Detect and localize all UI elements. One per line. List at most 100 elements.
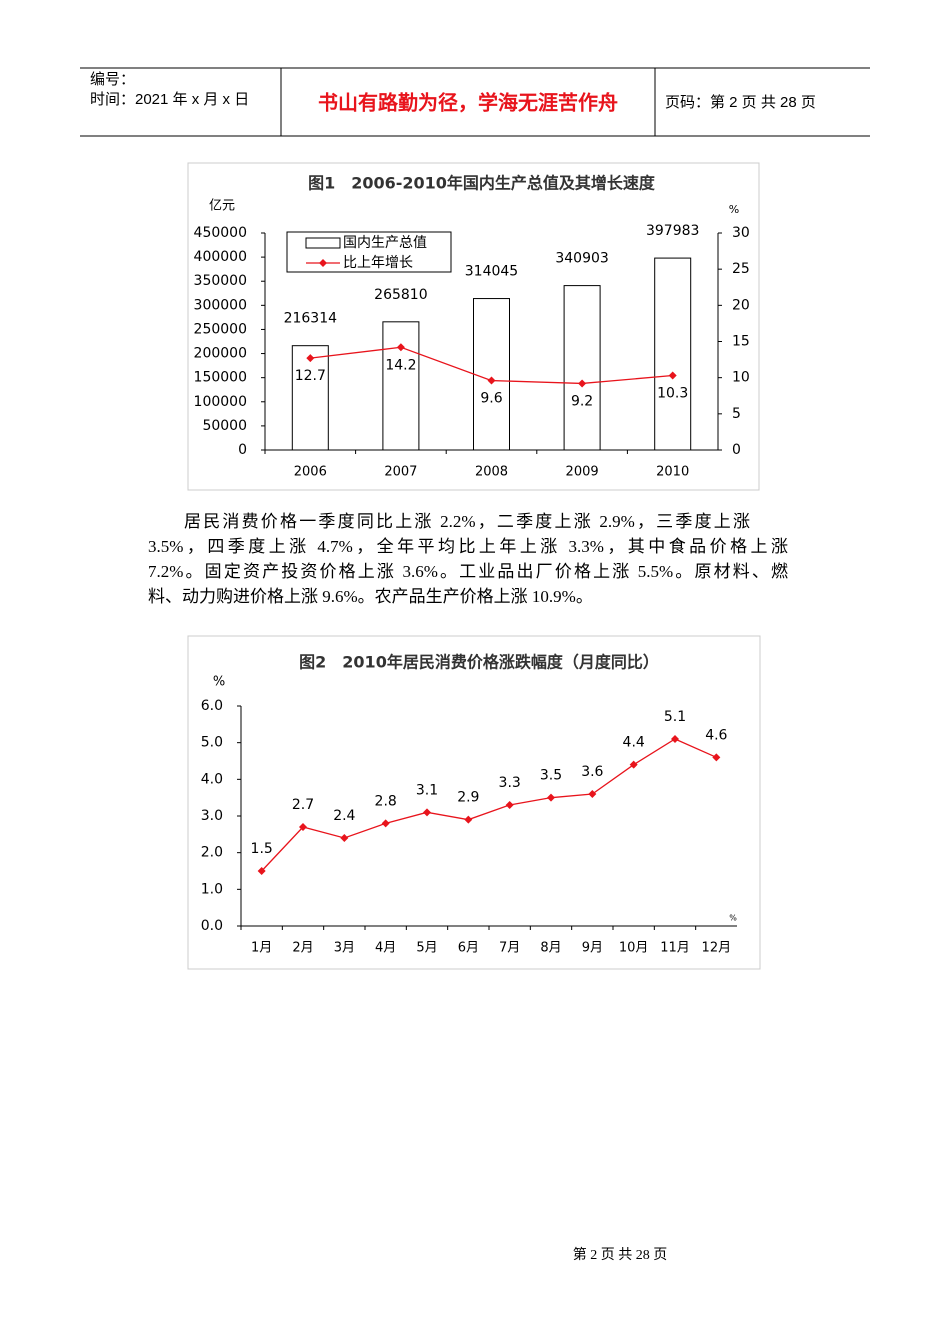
y-tick-label: 350000 <box>194 273 247 289</box>
point <box>547 793 555 802</box>
x-tick-label: 11月 <box>660 941 690 956</box>
x-tick-label: 12月 <box>702 941 732 956</box>
value-label: 2.7 <box>292 797 314 813</box>
point <box>671 735 679 743</box>
value-label: 3.6 <box>581 764 603 780</box>
paragraph-line: 料、动力购进价格上涨 9.6%。农产品生产价格上涨 10.9%。 <box>148 587 593 606</box>
line <box>261 738 717 872</box>
x-tick-label: 2008 <box>475 465 508 480</box>
x-tick-label: 5月 <box>416 941 437 956</box>
point <box>505 801 514 809</box>
x-tick-label: 4月 <box>375 941 396 956</box>
bar <box>654 257 692 451</box>
chart-title: 图1 2006-2010年国内生产总值及其增长速度 <box>308 174 656 193</box>
y2-tick-label: 5 <box>732 406 741 422</box>
x-tick-label: 10月 <box>619 941 649 956</box>
value-label: 397983 <box>646 223 699 239</box>
point <box>306 354 315 363</box>
y2-tick-label: 10 <box>732 370 750 386</box>
y2-tick-label: 25 <box>732 261 750 277</box>
x-tick-label: 2月 <box>292 941 313 956</box>
legend-swatch <box>319 259 327 267</box>
page-footer: 第 2 页 共 28 页 <box>573 1246 668 1263</box>
value-label: 340903 <box>555 251 608 267</box>
paragraph-line: 7.2%。固定资产投资价格上涨 3.6%。工业品出厂价格上涨 5.5%。原材料、… <box>148 562 788 581</box>
x-axis-unit: % <box>729 914 737 923</box>
x-tick-label: 1月 <box>251 941 272 956</box>
y-tick-label: 200000 <box>194 346 247 362</box>
legend-label: 比上年增长 <box>343 255 413 271</box>
value-label: 3.5 <box>540 768 562 784</box>
y-tick-label: 50000 <box>202 418 247 434</box>
x-tick-label: 2009 <box>566 465 599 480</box>
x-tick-label: 2010 <box>656 465 689 480</box>
point <box>464 815 473 824</box>
y2-tick-label: 20 <box>732 297 750 313</box>
x-tick-label: 9月 <box>582 941 603 956</box>
value-label: 9.2 <box>571 393 593 409</box>
y-tick-label: 5.0 <box>201 735 223 751</box>
value-label: 4.4 <box>623 735 645 751</box>
y2-tick-label: 15 <box>732 334 750 350</box>
point <box>588 790 597 798</box>
header-motto: 书山有路勤为径，学海无涯苦作舟 <box>318 90 618 114</box>
value-label: 3.3 <box>499 775 521 791</box>
point <box>629 760 638 769</box>
value-label: 3.1 <box>416 782 438 798</box>
value-label: 2.4 <box>333 808 355 824</box>
y-tick-label: 150000 <box>194 370 247 386</box>
value-label: 216314 <box>284 311 338 327</box>
header-number: 编号： <box>90 71 135 88</box>
y-axis-unit: % <box>213 675 225 690</box>
y-tick-label: 6.0 <box>201 698 223 714</box>
point <box>257 867 266 875</box>
point <box>396 343 405 352</box>
y-tick-label: 4.0 <box>201 771 223 787</box>
y-tick-label: 0 <box>238 442 247 458</box>
value-label: 14.2 <box>385 357 416 373</box>
point <box>423 808 431 817</box>
point <box>487 376 496 385</box>
y-tick-label: 2.0 <box>201 845 223 861</box>
value-label: 9.6 <box>480 391 502 407</box>
y-tick-label: 400000 <box>194 249 247 265</box>
x-tick-label: 2006 <box>294 465 327 480</box>
y-tick-label: 100000 <box>194 394 247 410</box>
point <box>381 819 390 828</box>
bar <box>291 345 329 451</box>
value-label: 314045 <box>465 264 518 280</box>
bar <box>382 321 420 451</box>
y-tick-label: 300000 <box>194 297 247 313</box>
x-tick-label: 6月 <box>458 941 479 956</box>
value-label: 2.8 <box>375 793 397 809</box>
value-label: 10.3 <box>657 385 688 401</box>
point <box>712 753 721 762</box>
point <box>299 823 307 831</box>
x-tick-label: 7月 <box>499 941 520 956</box>
y2-tick-label: 0 <box>732 442 741 458</box>
chart-title: 图2 2010年居民消费价格涨跌幅度（月度同比） <box>299 653 659 672</box>
x-tick-label: 2007 <box>384 465 417 480</box>
y2-tick-label: 30 <box>732 225 750 241</box>
y-tick-label: 250000 <box>194 321 247 337</box>
y-tick-label: 1.0 <box>201 881 223 897</box>
y-tick-label: 3.0 <box>201 808 223 824</box>
y-axis-unit: 亿元 <box>209 199 235 214</box>
legend-swatch <box>305 237 341 249</box>
point <box>668 371 677 380</box>
chart-frame <box>187 162 760 491</box>
point <box>578 379 587 388</box>
value-label: 5.1 <box>664 709 686 725</box>
y-tick-label: 450000 <box>194 225 247 241</box>
header-date: 时间：2021 年 x 月 x 日 <box>90 91 249 108</box>
y-tick-label: 0.0 <box>201 918 223 934</box>
header-page: 页码：第 2 页 共 28 页 <box>665 93 816 111</box>
value-label: 2.9 <box>457 790 479 806</box>
value-label: 265810 <box>374 287 427 303</box>
bar <box>563 285 601 451</box>
paragraph-line: 居民消费价格一季度同比上涨 2.2%，二季度上涨 2.9%，三季度上涨 <box>184 512 750 531</box>
value-label: 4.6 <box>705 727 727 743</box>
chart-frame <box>187 635 761 970</box>
